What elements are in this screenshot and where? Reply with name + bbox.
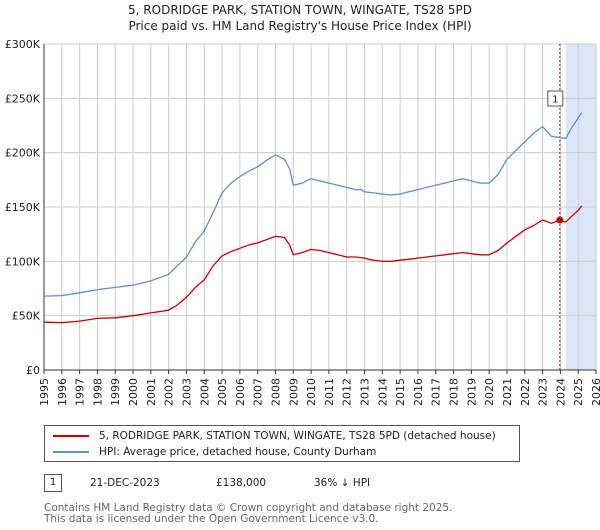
- x-tick-label: 2010: [305, 378, 318, 406]
- price-paid-series-line: [43, 205, 583, 324]
- x-tick-label: 2003: [180, 378, 193, 406]
- sale-marker-point: [556, 216, 564, 224]
- x-tick-label: 2022: [519, 378, 532, 406]
- y-tick-label: £50K: [12, 310, 41, 323]
- price-chart: 1 £0 £50K £100K £150K £200K £250K £300K 1995 199…: [5, 38, 600, 406]
- y-tick-label: £100K: [5, 255, 41, 268]
- x-tick-label: 1997: [74, 378, 87, 406]
- annotation-price: £138,000: [216, 477, 267, 489]
- legend-item-price-paid: 5, RODRIDGE PARK, STATION TOWN, WINGATE,…: [53, 428, 496, 444]
- y-tick-label: £0: [26, 364, 40, 377]
- y-tick-label: £150K: [5, 201, 41, 214]
- x-tick-label: 2017: [430, 378, 443, 406]
- hpi-series-line: [43, 112, 583, 297]
- y-tick-label: £200K: [5, 147, 41, 160]
- legend-label-price-paid: 5, RODRIDGE PARK, STATION TOWN, WINGATE,…: [99, 430, 496, 442]
- x-tick-label: 2002: [163, 378, 176, 406]
- x-tick-label: 2014: [376, 378, 389, 406]
- x-tick-label: 1995: [38, 378, 51, 406]
- x-tick-label: 2025: [572, 378, 585, 406]
- annotation-number: 1: [44, 474, 62, 492]
- x-tick-label: 2007: [252, 378, 265, 406]
- legend-swatch-price-paid: [53, 435, 89, 437]
- sale-marker-label-box: [547, 90, 564, 107]
- x-tick-label: 2024: [554, 378, 567, 406]
- x-tick-label: 1998: [91, 378, 104, 406]
- x-tick-label: 2006: [234, 378, 247, 406]
- x-tick-label: 2023: [537, 378, 550, 406]
- x-tick-label: 2011: [323, 378, 336, 406]
- annotation-hpi-diff: 36% ↓ HPI: [314, 477, 371, 489]
- x-tick-label: 2000: [127, 378, 140, 406]
- footer-licence: This data is licensed under the Open Gov…: [44, 513, 379, 525]
- x-tick-label: 1996: [56, 378, 69, 406]
- x-tick-label: 2016: [412, 378, 425, 406]
- x-tick-label: 2013: [359, 378, 372, 406]
- x-tick-label: 2018: [448, 378, 461, 406]
- x-tick-label: 2009: [287, 378, 300, 406]
- x-tick-label: 2015: [394, 378, 407, 406]
- chart-title: 5, RODRIDGE PARK, STATION TOWN, WINGATE,…: [128, 3, 472, 17]
- x-tick-label: 2004: [198, 378, 211, 406]
- y-tick-label: £250K: [5, 92, 41, 105]
- chart-legend: 5, RODRIDGE PARK, STATION TOWN, WINGATE,…: [44, 425, 520, 462]
- x-tick-label: 2019: [465, 378, 478, 406]
- footer-copyright: Contains HM Land Registry data © Crown c…: [44, 502, 453, 514]
- sale-marker-label: 1: [552, 95, 558, 106]
- chart-subtitle: Price paid vs. HM Land Registry's House …: [128, 19, 472, 33]
- x-tick-label: 2005: [216, 378, 229, 406]
- x-tick-label: 2020: [483, 378, 496, 406]
- x-tick-label: 2026: [590, 378, 600, 406]
- x-tick-label: 2008: [269, 378, 282, 406]
- x-tick-label: 1999: [109, 378, 122, 406]
- legend-swatch-hpi: [53, 451, 89, 453]
- x-tick-label: 2012: [341, 378, 354, 406]
- annotation-date: 21-DEC-2023: [90, 477, 160, 489]
- legend-label-hpi: HPI: Average price, detached house, Coun…: [99, 446, 377, 458]
- y-tick-label: £300K: [5, 38, 41, 51]
- x-tick-label: 2021: [501, 378, 514, 406]
- legend-item-hpi: HPI: Average price, detached house, Coun…: [53, 444, 376, 460]
- x-tick-label: 2001: [145, 378, 158, 406]
